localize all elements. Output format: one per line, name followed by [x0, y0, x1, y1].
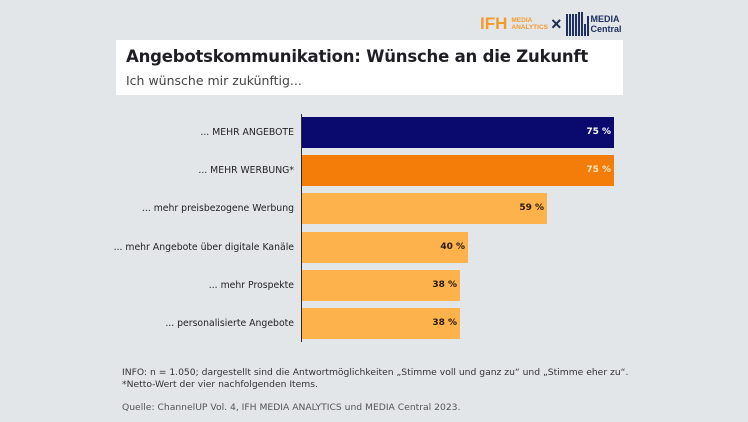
bar-row: ... mehr Angebote über digitale Kanäle 40…	[0, 232, 748, 263]
category-label: ... MEHR WERBUNG*	[198, 165, 294, 176]
value-label: 59 %	[519, 203, 544, 213]
partner-logos: IFH MEDIA ANALYTICS × MEDIA Central	[480, 12, 622, 36]
ifh-logo: IFH	[480, 14, 508, 33]
value-label: 75 %	[586, 165, 611, 175]
y-axis-line	[301, 114, 302, 342]
footer-info: INFO: n = 1.050; dargestellt sind die An…	[122, 367, 629, 378]
media-central-logo-icon	[565, 12, 589, 36]
bar: 75 %	[302, 155, 614, 186]
category-label: ... mehr Prospekte	[208, 280, 294, 291]
bar-row: ... personalisierte Angebote 38 %	[0, 308, 748, 339]
category-label: ... mehr preisbezogene Werbung	[141, 203, 294, 214]
bar-row: ... MEHR WERBUNG* 75 %	[0, 155, 748, 186]
footer-source: Quelle: ChannelUP Vol. 4, IFH MEDIA ANAL…	[122, 402, 461, 413]
category-label: ... personalisierte Angebote	[165, 318, 294, 329]
bar: 38 %	[302, 308, 460, 339]
value-label: 40 %	[440, 242, 465, 252]
chart-title: Angebotskommunikation: Wünsche an die Zu…	[126, 47, 589, 66]
bar-row: ... mehr Prospekte 38 %	[0, 270, 748, 301]
category-label: ... mehr Angebote über digitale Kanäle	[113, 242, 294, 253]
chart-subtitle: Ich wünsche mir zukünftig...	[126, 73, 302, 88]
bar: 38 %	[302, 270, 460, 301]
title-box: Angebotskommunikation: Wünsche an die Zu…	[116, 40, 623, 95]
ifh-logo-subtitle: MEDIA ANALYTICS	[511, 17, 548, 31]
cross-icon: ×	[551, 13, 562, 34]
value-label: 38 %	[432, 280, 457, 290]
value-label: 75 %	[586, 127, 611, 137]
bar: 40 %	[302, 232, 468, 263]
category-label: ... MEHR ANGEBOTE	[200, 127, 294, 138]
bar-row: ... mehr preisbezogene Werbung 59 %	[0, 193, 748, 224]
media-central-logo-text: MEDIA Central	[590, 14, 622, 34]
value-label: 38 %	[432, 318, 457, 328]
footer-note: *Netto-Wert der vier nachfolgenden Items…	[122, 379, 318, 390]
bar: 75 %	[302, 117, 614, 148]
bar: 59 %	[302, 193, 547, 224]
bar-row: ... MEHR ANGEBOTE 75 %	[0, 117, 748, 148]
